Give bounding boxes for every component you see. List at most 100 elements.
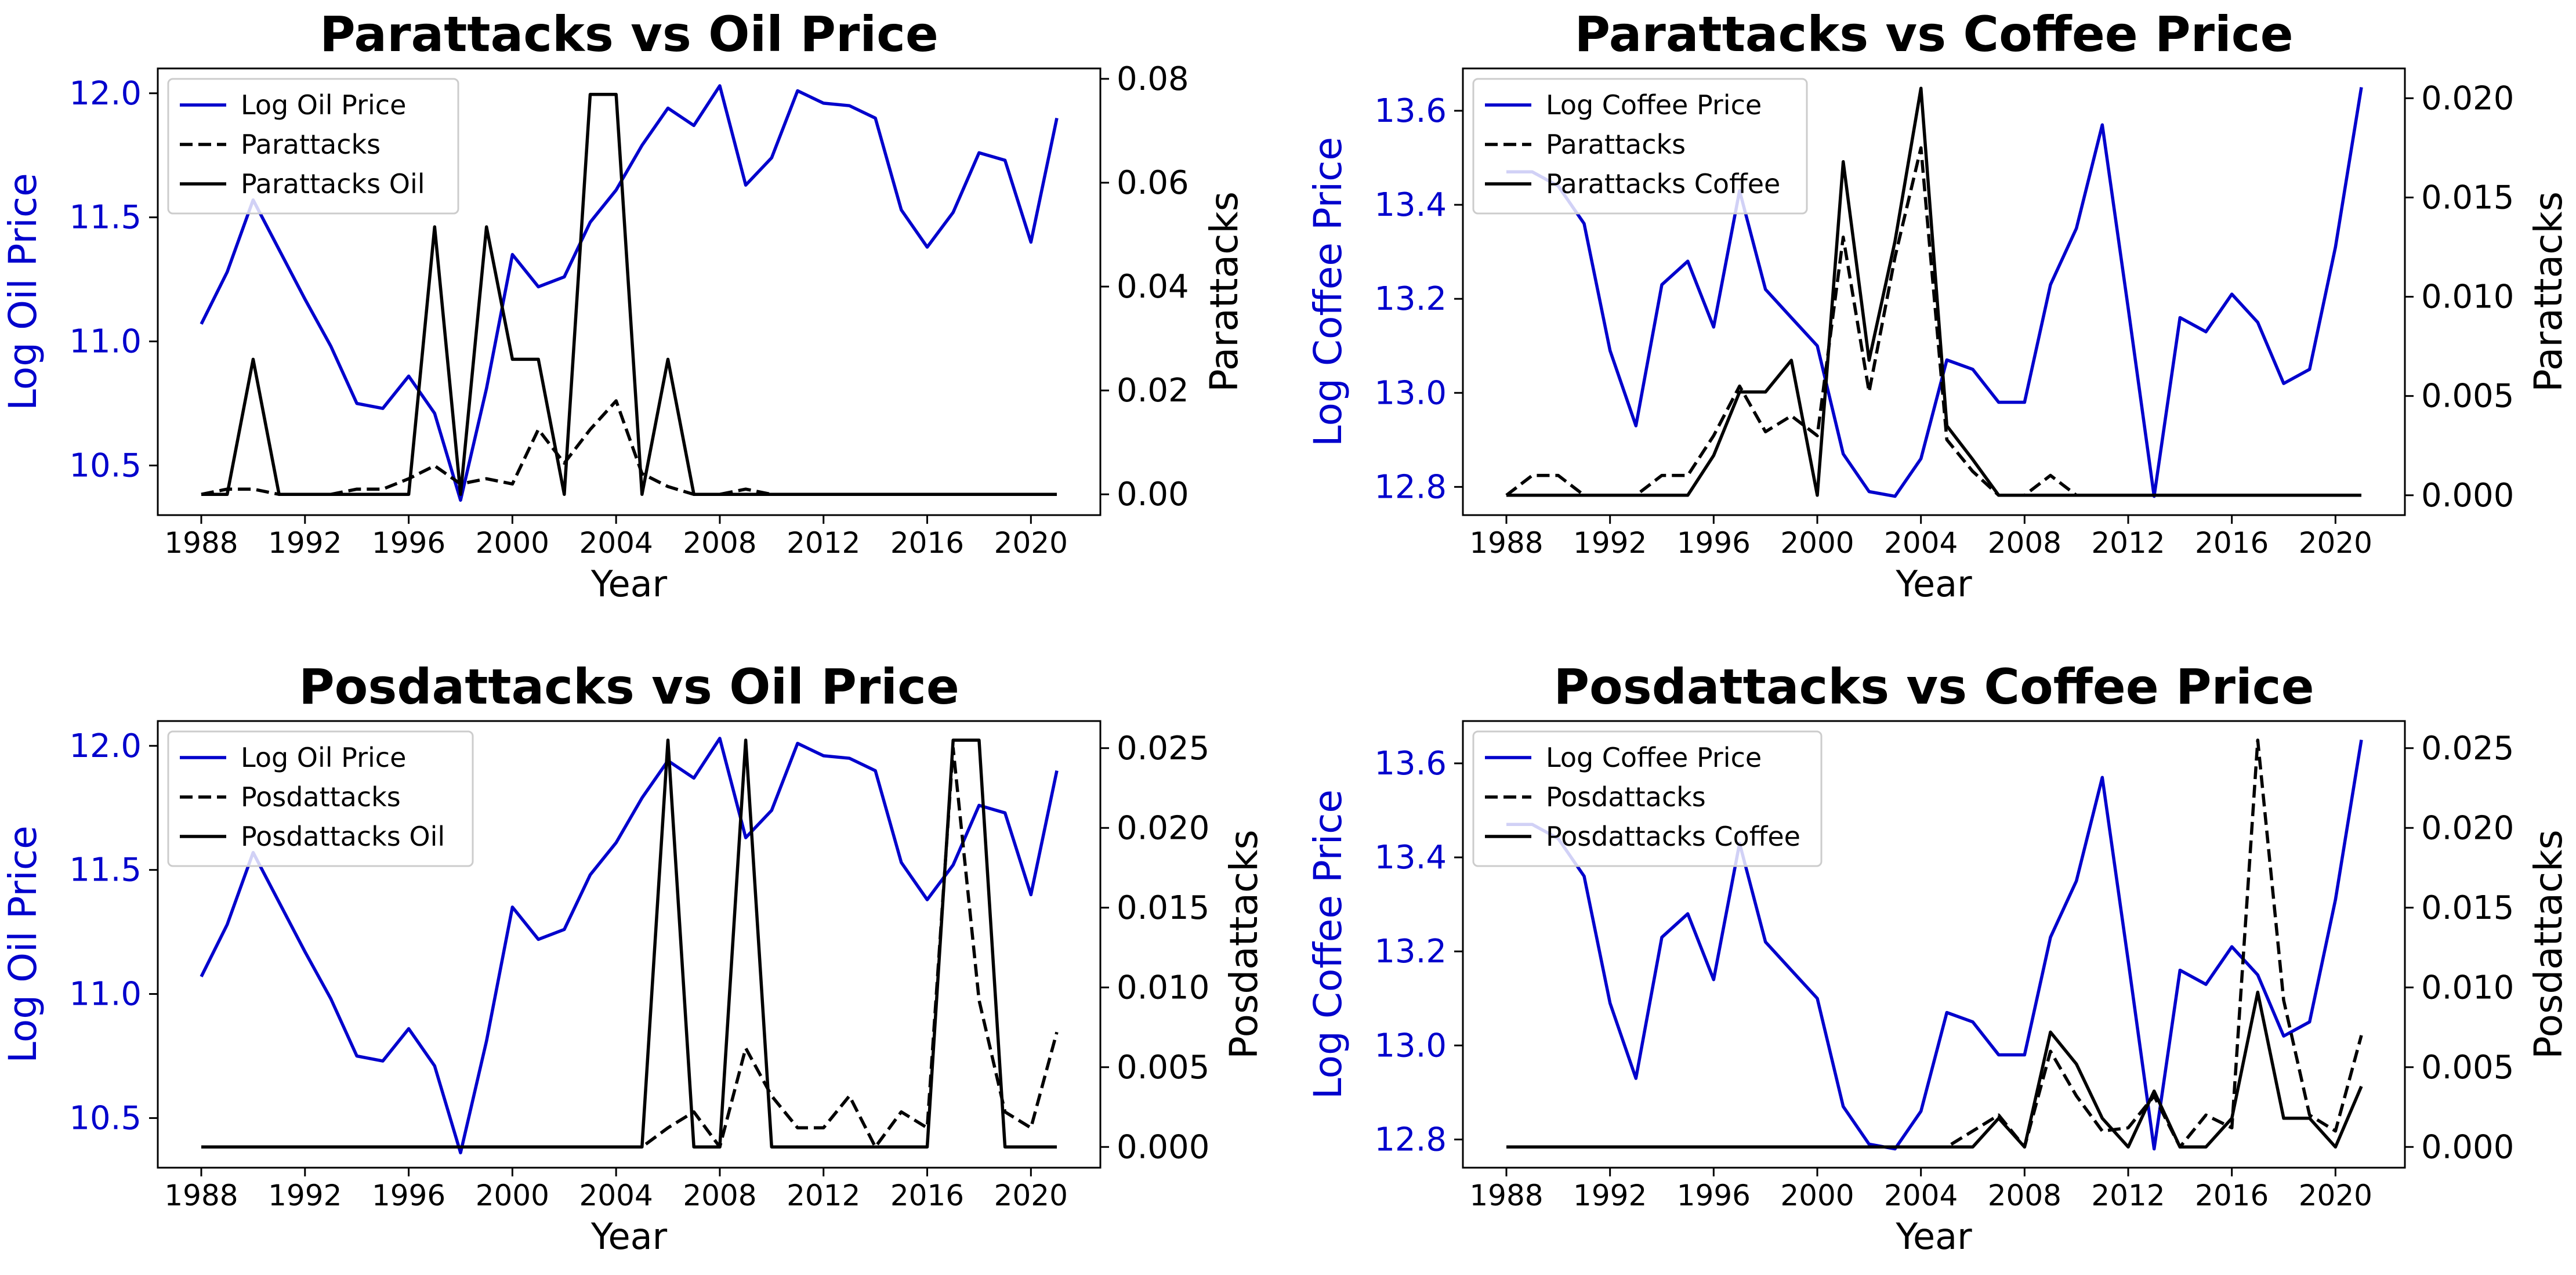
right-y-tick-label: 0.015 [1117,889,1209,927]
left-y-tick-label: 12.0 [69,75,142,113]
legend-label: Parattacks Coffee [1546,168,1780,200]
left-y-tick-label: 13.4 [1374,186,1447,224]
left-y-tick-label: 13.2 [1374,933,1447,970]
series-line-parattacks-oil [201,93,1057,496]
x-tick-label: 1988 [1469,1179,1543,1212]
series-line-log-oil-price [200,737,1059,1155]
left-y-axis-label: Log Oil Price [1,173,45,410]
x-tick-label: 2020 [994,1179,1068,1212]
x-tick-label: 2020 [994,526,1068,560]
chart-title: Posdattacks vs Coffee Price [1553,658,2314,715]
left-y-tick-label: 12.8 [1374,1121,1447,1158]
series-line-posdattacks-oil [201,738,1057,1149]
left-y-tick-label: 10.5 [69,1099,142,1137]
legend-box [1472,78,1808,215]
left-y-tick-label: 13.6 [1374,92,1447,130]
x-tick-label: 1988 [164,526,238,560]
x-tick-label: 2012 [787,1179,860,1212]
x-tick-label: 2004 [1884,526,1958,560]
left-y-tick-label: 13.4 [1374,839,1447,876]
legend-label: Log Oil Price [241,742,406,773]
right-y-tick-label: 0.005 [2421,1049,2514,1086]
right-y-tick-label: 0.02 [1117,372,1189,410]
series-line-log-coffee-price [1506,739,2363,1151]
x-tick-label: 2020 [2299,1179,2372,1212]
x-tick-label: 2020 [2299,526,2372,560]
series-line-log-oil-price [200,84,1059,502]
x-axis-label: Year [1895,1215,1972,1258]
right-y-axis-label: Posdattacks [1222,830,1266,1059]
chart-panel-3: Posdattacks vs Oil Price 1988 1992 1996 2000… [1,658,1266,1258]
plot-frame [1462,67,2406,516]
left-y-tick-label: 13.6 [1374,745,1447,783]
left-y-tick-label: 11.0 [69,976,142,1013]
legend-label: Log Coffee Price [1546,742,1762,773]
legend-box [167,730,474,867]
plot-frame [1462,720,2406,1169]
chart-panel-2: Parattacks vs Coffee Price 1988 1992 1996 20… [1306,6,2571,605]
x-axis-label: Year [590,563,668,605]
x-tick-label: 2016 [890,526,964,560]
left-y-tick-label: 13.0 [1374,1027,1447,1064]
x-tick-label: 1992 [1573,1179,1647,1212]
legend-label: Parattacks Oil [241,168,425,200]
left-y-tick-label: 11.5 [69,852,142,889]
series-line-parattacks [201,399,1057,496]
x-tick-label: 2008 [1988,1179,2061,1212]
plot-frame [157,720,1102,1169]
left-y-tick-label: 11.0 [69,323,142,361]
right-y-tick-label: 0.06 [1117,164,1189,202]
x-tick-label: 2000 [476,526,549,560]
x-tick-label: 1992 [1573,526,1647,560]
x-tick-label: 2012 [2091,526,2165,560]
x-tick-label: 2012 [2091,1179,2165,1212]
right-y-axis-label: Parattacks [1202,191,1247,392]
x-tick-label: 2016 [2195,1179,2269,1212]
x-tick-label: 2008 [683,526,756,560]
series-line-posdattacks-coffee [1506,990,2363,1149]
series-line-log-coffee-price [1506,86,2363,498]
left-y-tick-label: 12.8 [1374,468,1447,506]
x-tick-label: 2004 [579,1179,653,1212]
legend-label: Parattacks [241,129,381,160]
legend-label: Posdattacks [241,781,401,813]
x-tick-label: 1992 [268,1179,342,1212]
x-tick-label: 1988 [164,1179,238,1212]
x-tick-label: 2000 [476,1179,549,1212]
legend: Log Coffee Price Parattacks Parattacks Cof… [1472,78,1808,215]
right-y-tick-label: 0.005 [2421,378,2514,415]
chart-title: Parattacks vs Coffee Price [1574,6,2293,63]
right-y-tick-label: 0.025 [1117,730,1209,767]
right-y-axis-label: Parattacks [2526,191,2571,392]
left-y-axis-label: Log Coffee Price [1306,789,1350,1099]
x-tick-label: 2012 [787,526,860,560]
right-y-tick-label: 0.025 [2421,730,2514,767]
chart-panel-4: Posdattacks vs Coffee Price 1988 1992 1996 2… [1306,658,2571,1258]
right-y-tick-label: 0.020 [2421,809,2514,847]
legend-label: Parattacks [1546,129,1686,160]
legend-label: Posdattacks Oil [241,821,445,852]
series-line-parattacks [1505,146,2361,497]
legend-box [1472,730,1823,867]
left-y-tick-label: 13.2 [1374,280,1447,318]
right-y-tick-label: 0.04 [1117,268,1189,306]
x-tick-label: 2016 [890,1179,964,1212]
legend: Log Oil Price Posdattacks Posdattacks Oil [167,730,474,867]
left-y-axis-label: Log Oil Price [1,825,45,1063]
right-y-tick-label: 0.015 [2421,889,2514,927]
x-tick-label: 1988 [1469,526,1543,560]
left-y-tick-label: 13.0 [1374,374,1447,412]
x-axis-label: Year [1895,563,1972,605]
right-y-tick-label: 0.000 [2421,477,2514,515]
right-y-tick-label: 0.010 [2421,278,2514,316]
left-y-tick-label: 10.5 [69,447,142,484]
right-y-tick-label: 0.005 [1117,1049,1209,1086]
right-y-tick-label: 0.08 [1117,60,1189,98]
left-y-axis-label: Log Coffee Price [1306,137,1350,447]
right-y-tick-label: 0.000 [1117,1128,1209,1166]
x-tick-label: 1996 [372,1179,445,1212]
right-y-axis-label: Posdattacks [2526,830,2571,1059]
x-tick-label: 2000 [1780,526,1854,560]
